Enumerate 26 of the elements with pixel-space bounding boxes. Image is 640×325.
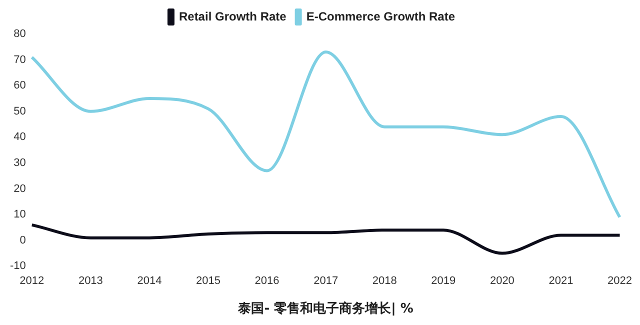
y-tick-label: 0 — [20, 234, 26, 246]
x-tick-label: 2016 — [254, 274, 280, 287]
y-tick-label: 50 — [14, 105, 26, 118]
x-tick-label: 2018 — [372, 274, 397, 287]
x-axis-title: 泰国- 零售和电子商务增长| % — [237, 300, 414, 317]
line-series — [30, 50, 622, 219]
x-tick-label: 2022 — [608, 274, 632, 287]
y-tick-label: -10 — [10, 260, 26, 272]
x-tick-label: 2014 — [137, 274, 162, 287]
y-tick-label: 30 — [14, 157, 26, 170]
y-tick-label: 20 — [14, 182, 26, 195]
y-tick-label: 40 — [14, 131, 26, 144]
y-tick-label: 60 — [14, 80, 26, 92]
legend-label: Retail Growth Rate — [178, 9, 287, 24]
x-tick-label: 2020 — [490, 274, 514, 287]
y-tick-label: 70 — [14, 54, 26, 66]
x-tick-label: 2021 — [548, 274, 574, 287]
x-tick-label: 2013 — [78, 274, 103, 287]
x-tick-label: 2017 — [314, 274, 338, 287]
x-tick-label: 2019 — [431, 274, 456, 287]
y-tick-label: 80 — [14, 28, 26, 40]
legend-label: E-Commerce Growth Rate — [306, 9, 456, 24]
line-series — [30, 223, 622, 255]
x-tick-label: 2012 — [20, 274, 44, 287]
y-tick-label: 10 — [14, 208, 26, 221]
x-tick-label: 2015 — [196, 274, 220, 287]
